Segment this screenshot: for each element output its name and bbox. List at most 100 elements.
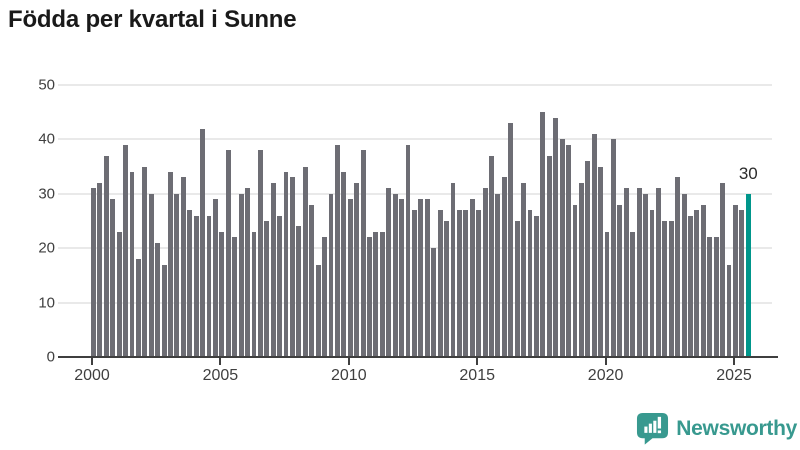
x-axis-tick [347,358,350,365]
y-axis-label: 0 [46,348,55,366]
bar [392,193,398,357]
bar [290,177,295,357]
bar [585,161,591,357]
bar [623,188,629,357]
bar [206,215,212,357]
bar [270,182,276,357]
bar [405,144,411,357]
gridline-50 [58,84,772,86]
bar [193,215,199,357]
bar [566,144,571,357]
bar [630,231,636,357]
y-axis-label: 50 [38,76,55,94]
bar [559,139,565,357]
bar [649,210,655,357]
bar [168,172,173,357]
bar [91,188,96,357]
y-axis-label: 30 [38,185,55,203]
bar [501,177,507,357]
x-axis-tick [476,358,479,365]
y-axis-label: 10 [38,294,55,312]
bar [444,221,449,357]
bar [700,204,706,357]
bar [617,204,623,357]
bar [315,264,321,357]
bar [456,210,462,357]
x-axis-line [58,356,778,358]
bar [733,204,738,357]
bar [482,188,488,357]
bar [643,193,648,357]
bar [572,204,578,357]
bar [296,226,302,357]
bar [257,150,263,357]
x-axis-tick [219,358,222,365]
bar [591,133,597,357]
bar [309,204,315,357]
bar [245,188,250,357]
bar [604,231,610,357]
bar [174,193,180,357]
bar [463,210,469,357]
bar [514,221,520,357]
bar [694,210,700,357]
newsworthy-logo: Newsworthy [636,412,797,445]
bar [508,123,514,357]
bar [521,182,527,357]
bar [347,199,353,357]
bar [386,188,392,357]
bar [379,231,385,357]
bar [437,210,443,357]
bar [142,166,148,357]
bar [238,193,244,357]
bar [450,182,456,357]
bar [180,177,186,357]
bar [546,155,552,357]
bar [219,231,225,357]
latest-value-label: 30 [738,163,758,183]
bar [681,193,687,357]
bar [225,150,231,357]
bar [668,221,674,357]
gridline-40 [58,138,772,141]
y-axis-label: 20 [38,239,55,257]
bar [418,199,424,357]
bar [469,199,475,357]
bar [655,188,661,357]
bar [187,210,193,357]
x-axis-label: 2015 [459,367,495,384]
bar [161,264,167,357]
bar [399,199,405,357]
x-axis-label: 2000 [74,367,110,384]
bar [116,231,122,357]
bar [553,117,559,357]
bar [424,199,430,357]
x-axis-tick [733,358,735,365]
bar [129,172,135,357]
bar [489,155,494,357]
bar [264,221,270,357]
chart-title: Födda per kvartal i Sunne [8,6,297,33]
bar [707,237,713,357]
bar [334,144,340,357]
bar [431,248,437,357]
bar [598,166,604,357]
bar [135,259,141,357]
x-axis-label: 2010 [331,367,367,384]
bar [688,215,693,357]
bar [148,193,154,357]
x-axis-tick [91,358,93,365]
bar [739,210,745,357]
bar [675,177,681,357]
bar [713,237,719,357]
gridline-30 [58,192,772,195]
bar [277,215,283,357]
bar [533,215,539,357]
bar [495,193,501,357]
bar [360,150,366,357]
bar [155,242,161,357]
bar [302,166,308,357]
bar [662,221,668,357]
bar [412,210,417,357]
